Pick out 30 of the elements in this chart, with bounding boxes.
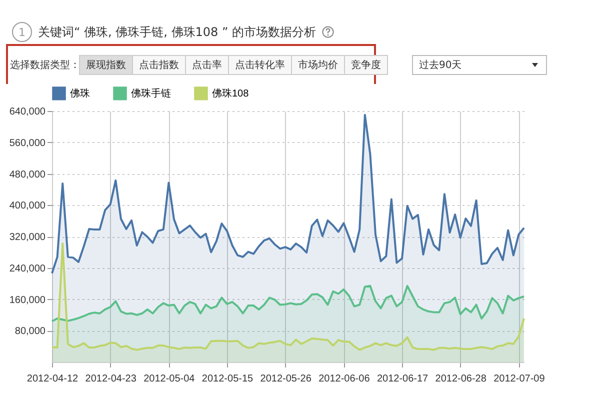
- y-tick-label: 240,000: [9, 263, 46, 274]
- legend-label: 佛珠手链: [131, 87, 171, 100]
- text: 选择数据类型：: [10, 58, 80, 72]
- text: 市场均价: [291, 55, 345, 75]
- y-tick-label: 400,000: [9, 200, 46, 212]
- x-tick-label: 2012-06-28: [435, 374, 487, 384]
- text: 竞争度: [344, 55, 388, 75]
- legend-label: 佛珠108: [212, 87, 250, 100]
- y-tick-label: 320,000: [9, 232, 46, 243]
- x-tick-label: 2012-06-06: [318, 374, 370, 384]
- x-tick-label: 2012-04-23: [85, 374, 137, 384]
- text: 展现指数: [79, 55, 133, 75]
- x-tick-label: 2012-05-15: [202, 374, 254, 384]
- legend-label: 佛珠: [70, 87, 90, 100]
- y-tick-label: 480,000: [9, 169, 46, 180]
- x-tick-label: 2012-05-04: [144, 374, 196, 384]
- y-tick-label: 560,000: [9, 138, 46, 149]
- chart-title: 关键词“ 佛珠, 佛珠手链, 佛珠108 ” 的市场数据分析: [38, 24, 316, 40]
- x-tick-label: 2012-06-17: [376, 374, 429, 384]
- x-tick-label: 2012-07-09: [494, 374, 546, 384]
- text: 点击率: [185, 55, 229, 75]
- text: 点击指数: [132, 55, 186, 75]
- y-tick-label: 160,000: [9, 294, 46, 306]
- text: 点击转化率: [228, 55, 292, 75]
- x-tick-label: 2012-05-26: [260, 374, 312, 384]
- y-tick-label: 640,000: [9, 106, 46, 118]
- x-tick-label: 2012-04-12: [26, 374, 79, 384]
- numbered-circle-icon: 1: [12, 22, 32, 42]
- text: 过去90天: [419, 60, 462, 71]
- y-tick-label: 80,000: [14, 326, 46, 338]
